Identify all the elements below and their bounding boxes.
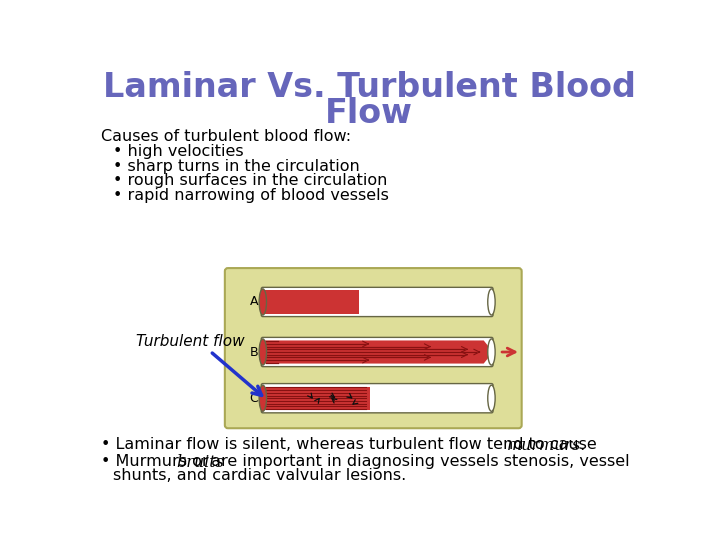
Ellipse shape <box>487 289 495 315</box>
Bar <box>263 291 359 314</box>
Text: • high velocities: • high velocities <box>113 144 244 159</box>
Text: Laminar Vs. Turbulent Blood: Laminar Vs. Turbulent Blood <box>102 71 636 104</box>
FancyBboxPatch shape <box>261 383 493 413</box>
FancyBboxPatch shape <box>225 268 522 428</box>
Text: • rapid narrowing of blood vessels: • rapid narrowing of blood vessels <box>113 188 389 203</box>
Ellipse shape <box>259 339 266 365</box>
Text: • sharp turns in the circulation: • sharp turns in the circulation <box>113 159 360 174</box>
FancyBboxPatch shape <box>261 287 493 316</box>
Text: A: A <box>250 295 258 308</box>
Text: B: B <box>250 346 258 359</box>
Ellipse shape <box>259 289 266 315</box>
FancyBboxPatch shape <box>261 338 493 367</box>
Text: C: C <box>249 392 258 404</box>
Ellipse shape <box>487 339 495 365</box>
Polygon shape <box>263 340 493 363</box>
Text: shunts, and cardiac valvular lesions.: shunts, and cardiac valvular lesions. <box>113 468 407 483</box>
Bar <box>263 387 370 410</box>
Text: Flow: Flow <box>325 97 413 130</box>
Text: murmurs.: murmurs. <box>507 437 586 454</box>
Ellipse shape <box>259 385 266 411</box>
Text: bruits: bruits <box>176 455 224 471</box>
Text: • rough surfaces in the circulation: • rough surfaces in the circulation <box>113 173 387 188</box>
Text: • Murmurs or: • Murmurs or <box>101 455 214 469</box>
Ellipse shape <box>487 385 495 411</box>
Text: Causes of turbulent blood flow:: Causes of turbulent blood flow: <box>101 130 351 145</box>
Text: Turbulent flow: Turbulent flow <box>137 334 245 349</box>
Text: • Laminar flow is silent, whereas turbulent flow tend to cause: • Laminar flow is silent, whereas turbul… <box>101 437 602 451</box>
Text: are important in diagnosing vessels stenosis, vessel: are important in diagnosing vessels sten… <box>206 455 630 469</box>
